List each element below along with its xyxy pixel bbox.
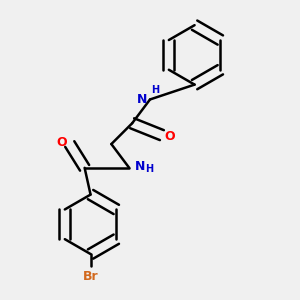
Text: N: N [135, 160, 146, 173]
Text: O: O [56, 136, 67, 149]
Text: H: H [146, 164, 154, 174]
Text: N: N [137, 93, 147, 106]
Text: H: H [152, 85, 160, 95]
Text: Br: Br [83, 270, 98, 284]
Text: O: O [165, 130, 175, 143]
